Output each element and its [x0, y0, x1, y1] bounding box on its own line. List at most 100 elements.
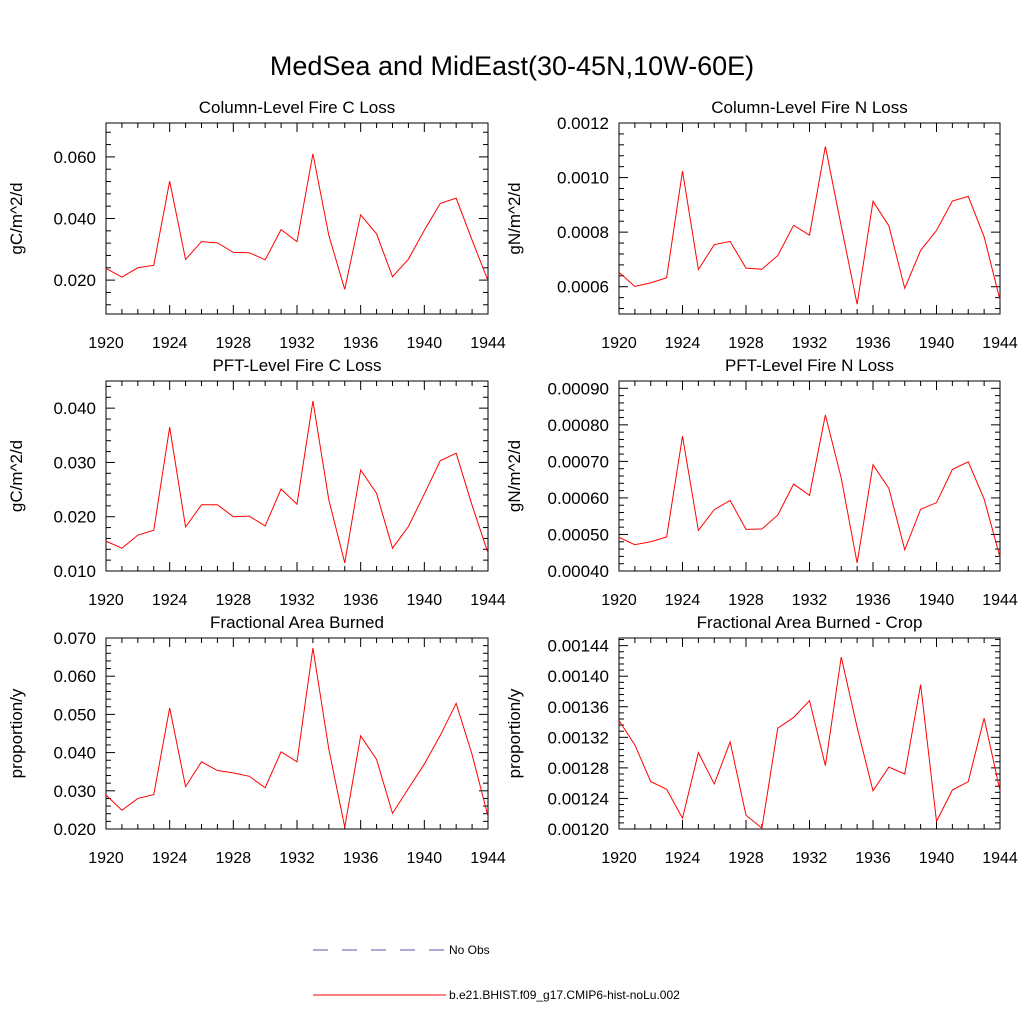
panel-title: Fractional Area Burned - Crop [697, 613, 923, 632]
y-tick-label: 0.00040 [548, 562, 609, 581]
y-axis-label: gC/m^2/d [7, 182, 26, 254]
x-tick-label: 1924 [152, 850, 188, 867]
y-tick-label: 0.00128 [548, 759, 609, 778]
y-tick-label: 0.00050 [548, 525, 609, 544]
x-tick-label: 1936 [343, 335, 379, 352]
x-tick-label: 1928 [728, 592, 764, 609]
y-tick-label: 0.00144 [548, 637, 609, 656]
plot-frame [618, 637, 1001, 830]
y-tick-label: 0.0008 [557, 223, 609, 242]
x-tick-label: 1944 [982, 592, 1018, 609]
series-line [618, 414, 1001, 564]
y-tick-label: 0.00132 [548, 728, 609, 747]
series-line [618, 146, 1001, 305]
y-tick-label: 0.0012 [557, 114, 609, 133]
series-line [105, 647, 489, 828]
x-tick-label: 1920 [601, 592, 637, 609]
chart-panel-5: 1920 1924 1928 1932 1936 1940 1944 0.020 0.030 0.… [7, 613, 506, 867]
y-tick-label: 0.040 [53, 210, 96, 229]
x-tick-label: 1932 [279, 850, 315, 867]
y-tick-label: 0.00124 [548, 789, 609, 808]
x-tick-label: 1932 [792, 850, 828, 867]
y-tick-label: 0.0010 [557, 169, 609, 188]
x-tick-label: 1944 [470, 592, 506, 609]
legend-label: No Obs [449, 943, 490, 957]
x-tick-label: 1936 [343, 592, 379, 609]
x-tick-label: 1932 [792, 335, 828, 352]
y-tick-label: 0.060 [53, 148, 96, 167]
x-tick-label: 1924 [152, 335, 188, 352]
x-tick-label: 1920 [601, 850, 637, 867]
x-tick-label: 1940 [407, 335, 443, 352]
y-tick-label: 0.060 [53, 667, 96, 686]
panel-title: Column-Level Fire C Loss [199, 98, 396, 117]
y-tick-label: 0.00070 [548, 452, 609, 471]
y-axis-label: proportion/y [7, 688, 26, 778]
x-tick-label: 1940 [919, 850, 955, 867]
y-axis-label: proportion/y [505, 688, 524, 778]
y-tick-label: 0.070 [53, 629, 96, 648]
x-tick-label: 1932 [279, 335, 315, 352]
x-tick-label: 1940 [919, 335, 955, 352]
plot-frame [105, 122, 489, 315]
y-tick-label: 0.00136 [548, 698, 609, 717]
y-tick-label: 0.020 [53, 508, 96, 527]
plot-frame [105, 637, 489, 830]
x-tick-label: 1936 [855, 592, 891, 609]
chart-panel-4: 1920 1924 1928 1932 1936 1940 1944 0.00040 0.000… [505, 356, 1018, 609]
x-tick-label: 1924 [152, 592, 188, 609]
x-tick-label: 1924 [665, 850, 701, 867]
y-tick-label: 0.020 [53, 820, 96, 839]
x-tick-label: 1928 [216, 592, 252, 609]
x-tick-label: 1924 [665, 592, 701, 609]
chart-panel-1: 1920 1924 1928 1932 1936 1940 1944 0.020 0.040 0.… [7, 98, 506, 352]
x-tick-label: 1936 [855, 335, 891, 352]
panel-title: PFT-Level Fire N Loss [725, 356, 894, 375]
x-tick-label: 1920 [601, 335, 637, 352]
y-tick-label: 0.030 [53, 453, 96, 472]
x-tick-label: 1932 [792, 592, 828, 609]
y-tick-label: 0.040 [53, 744, 96, 763]
y-axis-label: gC/m^2/d [7, 440, 26, 512]
series-line [105, 153, 489, 290]
legend-label: b.e21.BHIST.f09_g17.CMIP6-hist-noLu.002 [449, 988, 680, 1002]
panel-title: Fractional Area Burned [210, 613, 384, 632]
chart-panel-2: 1920 1924 1928 1932 1936 1940 1944 0.0006 0.0008… [505, 98, 1018, 352]
x-tick-label: 1944 [982, 850, 1018, 867]
x-tick-label: 1928 [216, 850, 252, 867]
x-tick-label: 1936 [855, 850, 891, 867]
y-axis-label: gN/m^2/d [505, 440, 524, 512]
y-tick-label: 0.020 [53, 271, 96, 290]
x-tick-label: 1940 [407, 592, 443, 609]
y-axis-label: gN/m^2/d [505, 182, 524, 254]
chart-panel-6: 1920 1924 1928 1932 1936 1940 1944 0.00120 0.001… [505, 613, 1018, 867]
y-tick-label: 0.00060 [548, 489, 609, 508]
x-tick-label: 1920 [88, 335, 124, 352]
series-line [618, 656, 1001, 830]
x-tick-label: 1924 [665, 335, 701, 352]
x-tick-label: 1932 [279, 592, 315, 609]
y-tick-label: 0.0006 [557, 278, 609, 297]
chart-panel-3: 1920 1924 1928 1932 1936 1940 1944 0.010 0.020 0.… [7, 356, 506, 609]
y-tick-label: 0.00120 [548, 820, 609, 839]
x-tick-label: 1944 [982, 335, 1018, 352]
x-tick-label: 1944 [470, 335, 506, 352]
y-tick-label: 0.030 [53, 782, 96, 801]
x-tick-label: 1928 [728, 335, 764, 352]
x-tick-label: 1940 [407, 850, 443, 867]
legend: No Obs b.e21.BHIST.f09_g17.CMIP6-hist-noL… [313, 943, 680, 1002]
y-tick-label: 0.00090 [548, 379, 609, 398]
x-tick-label: 1944 [470, 850, 506, 867]
page-title: MedSea and MidEast(30-45N,10W-60E) [269, 51, 755, 81]
y-tick-label: 0.050 [53, 705, 96, 724]
x-tick-label: 1920 [88, 592, 124, 609]
x-tick-label: 1920 [88, 850, 124, 867]
x-tick-label: 1940 [919, 592, 955, 609]
y-tick-label: 0.040 [53, 399, 96, 418]
y-tick-label: 0.00140 [548, 667, 609, 686]
x-tick-label: 1928 [216, 335, 252, 352]
plot-frame [105, 380, 489, 572]
series-line [105, 401, 489, 563]
y-tick-label: 0.00080 [548, 416, 609, 435]
